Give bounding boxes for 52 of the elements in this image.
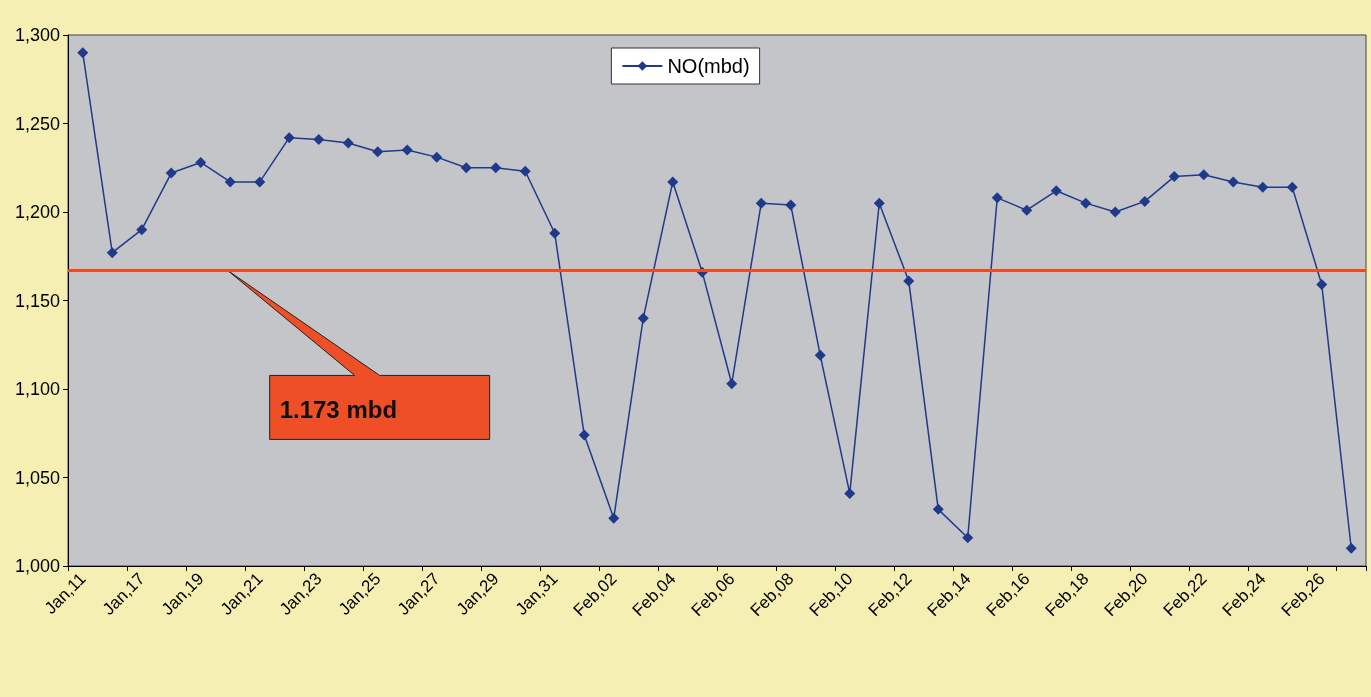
point — [785, 199, 797, 211]
y-tick-label: 1,200 — [14, 202, 60, 222]
point — [106, 247, 118, 259]
point — [1050, 185, 1062, 197]
point — [1257, 181, 1269, 193]
y-tick-label: 1,300 — [14, 25, 60, 45]
y-tick-label: 1,250 — [14, 113, 60, 134]
point — [136, 224, 148, 236]
point — [991, 192, 1003, 204]
point — [1080, 197, 1092, 209]
point — [755, 197, 767, 209]
point — [726, 378, 738, 390]
point — [814, 349, 826, 361]
point — [313, 133, 325, 145]
point — [1109, 206, 1121, 218]
point — [77, 47, 89, 59]
point — [903, 275, 915, 287]
point — [224, 176, 236, 188]
point — [283, 132, 295, 144]
point — [962, 532, 974, 544]
point — [401, 144, 413, 156]
point — [372, 146, 384, 158]
point — [549, 227, 561, 239]
point — [195, 156, 207, 168]
point — [578, 429, 590, 441]
point — [1168, 171, 1180, 183]
point — [667, 176, 679, 188]
point — [1021, 204, 1033, 216]
point — [1286, 181, 1298, 193]
point — [1139, 195, 1151, 207]
point — [1316, 279, 1328, 291]
y-tick-label: 1,100 — [14, 379, 60, 399]
y-tick-label: 1,150 — [14, 290, 60, 311]
point — [519, 165, 531, 177]
point — [431, 151, 443, 163]
point — [165, 167, 177, 179]
point — [1345, 542, 1357, 554]
point — [873, 197, 885, 209]
point — [342, 137, 354, 149]
point — [844, 487, 856, 499]
point — [1198, 169, 1210, 181]
y-tick-label: 1,000 — [14, 556, 60, 576]
y-tick-label: 1,050 — [14, 467, 60, 488]
point — [1227, 176, 1239, 188]
point — [490, 162, 502, 174]
point — [637, 312, 649, 324]
legend-label: NO(mbd) — [667, 55, 750, 77]
point — [932, 503, 944, 515]
annotation: 1.173 mbd — [279, 395, 398, 423]
point — [608, 512, 620, 524]
point — [254, 176, 266, 188]
point — [460, 162, 472, 174]
